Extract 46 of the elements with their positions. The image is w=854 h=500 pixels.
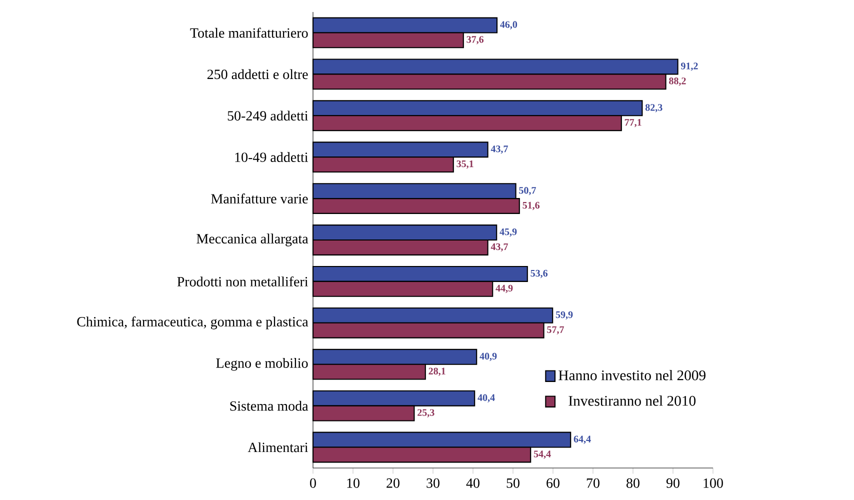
x-tick-label: 0 (310, 478, 316, 488)
x-tick-label: 20 (386, 478, 400, 488)
data-label: 40,9 (480, 352, 497, 361)
y-tick-label: Prodotti non metalliferi (177, 276, 308, 286)
y-tick-label: Sistema moda (230, 400, 308, 411)
legend-label: Investiranno nel 2010 (568, 396, 696, 406)
data-label: 77,1 (624, 119, 642, 128)
data-label: 25,3 (418, 409, 434, 418)
y-tick-label: Totale manifatturiero (190, 28, 308, 38)
x-tick-label: 30 (426, 478, 440, 488)
data-label: 64,4 (574, 436, 591, 444)
y-tick-label: Manifatture varie (211, 194, 308, 204)
data-label: 40,4 (478, 394, 495, 402)
x-tick-label: 60 (546, 478, 560, 488)
y-tick-label: Legno e mobilio (216, 358, 308, 371)
x-tick-label: 10 (347, 478, 360, 488)
data-label: 53,6 (530, 270, 548, 278)
data-label: 43,7 (490, 146, 508, 154)
x-tick-label: 50 (506, 478, 520, 488)
y-tick-label: 10-49 addetti (235, 152, 308, 162)
y-tick-label: Alimentari (248, 442, 308, 452)
x-tick-label: 40 (466, 478, 480, 488)
data-label: 59,9 (556, 311, 573, 320)
data-label: 54,4 (534, 450, 551, 459)
y-tick-label: Chimica, farmaceutica, gomma e plastica (77, 316, 308, 330)
data-label: 82,3 (645, 104, 662, 112)
data-label: 45,9 (500, 228, 517, 237)
legend-label: Hanno investito nel 2009 (558, 370, 706, 380)
x-tick-label: 80 (626, 478, 640, 488)
data-label: 43,7 (490, 243, 508, 252)
data-label: 28,1 (428, 368, 446, 376)
data-label: 88,2 (669, 78, 686, 86)
y-tick-label: 50-249 addetti (228, 110, 308, 121)
data-label: 46,0 (500, 21, 518, 30)
x-tick-label: 70 (586, 478, 600, 488)
data-label: 35,1 (456, 160, 474, 169)
data-label: 50,7 (519, 186, 536, 196)
y-tick-label: Meccanica allargata (196, 234, 308, 246)
data-label: 44,9 (496, 284, 513, 293)
y-tick-label: 250 addetti e oltre (207, 69, 308, 80)
data-label: 91,2 (681, 62, 698, 71)
x-tick-label: 90 (666, 478, 680, 488)
data-label: 51,6 (522, 202, 540, 210)
data-label: 57,7 (547, 326, 564, 334)
x-tick-label: 100 (704, 478, 723, 488)
data-label: 37,6 (466, 36, 484, 44)
